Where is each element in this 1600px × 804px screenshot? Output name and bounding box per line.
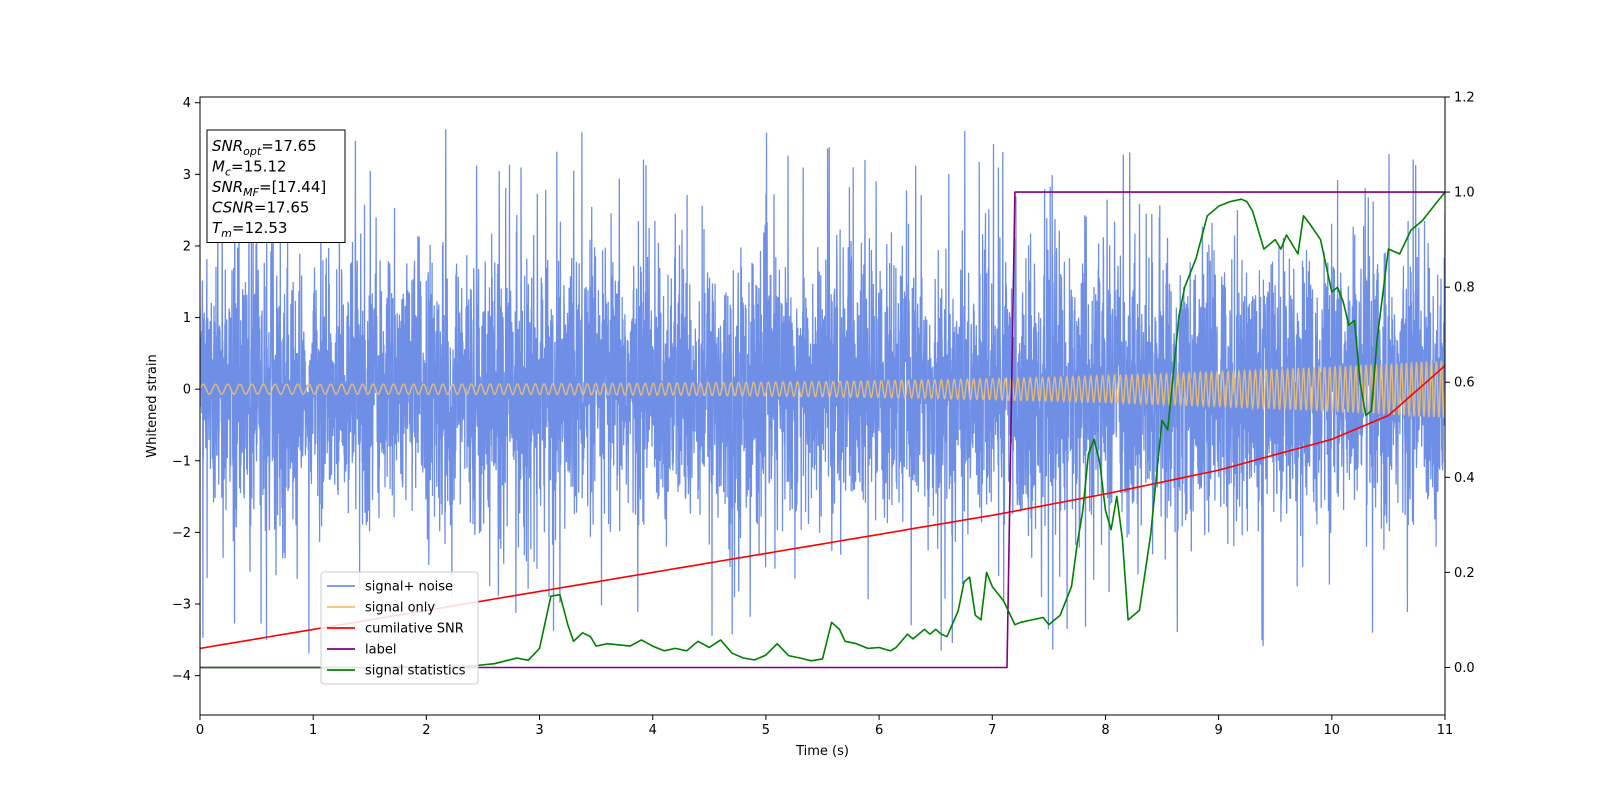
legend-label-signal-only: signal only <box>365 601 435 616</box>
legend: signal+ noise signal only cumilative SNR la… <box>320 571 479 685</box>
y2-tick-label: 1.0 <box>1454 186 1475 201</box>
annotation-line: Tm=12.53 <box>212 219 287 240</box>
annotation-line: SNRopt=17.65 <box>212 137 317 158</box>
legend-frame <box>320 571 479 685</box>
axes-layer: 0 1 2 3 4 5 6 7 8 9 10 11 −4 −3 −2 −1 0 1 2 3 4 0.0 0.2 0.4 0.6 0… <box>172 91 1475 739</box>
x-tick-label: 11 <box>1437 723 1454 738</box>
x-axis-label: Time (s) <box>795 744 849 759</box>
series-line-label <box>200 191 1445 669</box>
y-tick-label: −3 <box>172 598 191 613</box>
annotation-symbol: T <box>212 219 223 237</box>
annotation-box-frame <box>206 129 346 243</box>
legend-label-signal-statistics: signal statistics <box>365 664 466 679</box>
y2-tick-label: 0.0 <box>1454 661 1475 676</box>
x-tick-label: 3 <box>535 723 543 738</box>
y-tick-label: 2 <box>183 239 191 254</box>
x-tick-label: 5 <box>762 723 770 738</box>
x-tick-label: 6 <box>875 723 883 738</box>
annotation-symbol: SNR <box>212 137 243 155</box>
x-tick-label: 0 <box>196 723 204 738</box>
y2-tick-label: 0.2 <box>1454 566 1475 581</box>
annotation-value: =[17.44] <box>259 178 326 196</box>
annotation-symbol: M <box>212 158 225 176</box>
annotation-subscript: opt <box>243 145 262 158</box>
y2-tick-label: 0.4 <box>1454 471 1475 486</box>
annotation-line: CSNR=17.65 <box>212 199 309 217</box>
annotation-symbol: CSNR <box>212 199 254 217</box>
annotation-value: =17.65 <box>261 137 317 155</box>
x-tick-label: 4 <box>649 723 657 738</box>
y-tick-label: −2 <box>172 526 191 541</box>
y-tick-label: 3 <box>183 168 191 183</box>
series-line-signal-statistics <box>200 191 1445 669</box>
annotation-subscript: c <box>225 166 231 179</box>
annotation-line: SNRMF=[17.44] <box>212 178 326 199</box>
y2-tick-label: 0.6 <box>1454 376 1475 391</box>
x-tick-label: 7 <box>988 723 996 738</box>
series-line-signal-only <box>200 359 1445 419</box>
x-tick-label: 1 <box>309 723 317 738</box>
annotation-subscript: MF <box>243 186 259 199</box>
x-tick-label: 10 <box>1324 723 1341 738</box>
x-tick-label: 2 <box>422 723 430 738</box>
annotation-line: Mc=15.12 <box>212 158 287 179</box>
plot-frame <box>199 96 1446 716</box>
y-tick-label: −4 <box>172 669 191 684</box>
annotation-symbol: SNR <box>212 178 243 196</box>
annotation-value: =15.12 <box>231 158 287 176</box>
y2-tick-label: 1.2 <box>1454 91 1475 106</box>
y-tick-label: −1 <box>172 454 191 469</box>
x-tick-label: 9 <box>1214 723 1222 738</box>
legend-label-signal-noise: signal+ noise <box>365 580 453 595</box>
annotation-subscript: m <box>221 227 232 240</box>
y-tick-label: 4 <box>183 96 191 111</box>
y-tick-label: 0 <box>183 383 191 398</box>
y-tick-label: 1 <box>183 311 191 326</box>
annotation-value: =17.65 <box>254 199 310 217</box>
annotation-box: SNRopt=17.65Mc=15.12SNRMF=[17.44]CSNR=17… <box>206 129 346 243</box>
y2-tick-label: 0.8 <box>1454 281 1475 296</box>
x-tick-label: 8 <box>1101 723 1109 738</box>
annotation-value: =12.53 <box>232 219 288 237</box>
legend-label-label: label <box>365 643 396 658</box>
y-axis-label: Whitened strain <box>145 354 160 457</box>
legend-label-cumilative-snr: cumilative SNR <box>365 622 464 637</box>
